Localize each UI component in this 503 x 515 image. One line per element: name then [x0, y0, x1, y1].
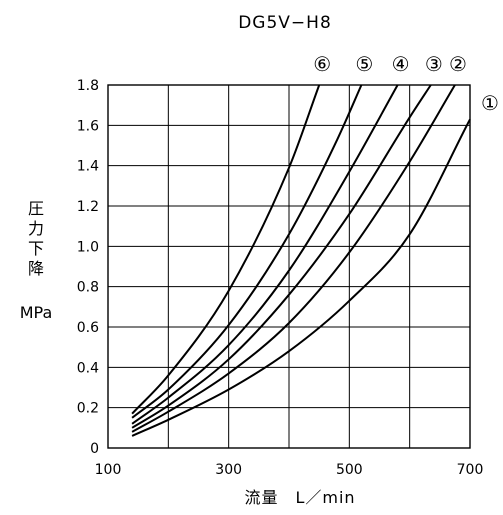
curve-label-6: ⑥ — [313, 52, 331, 76]
curve-label-3: ③ — [425, 52, 443, 76]
y-tick-label: 1.8 — [77, 78, 99, 94]
curve-label-5: ⑤ — [355, 52, 373, 76]
curve-3 — [131, 84, 432, 429]
y-axis-label-char: 下 — [28, 239, 44, 258]
x-tick-label: 100 — [95, 462, 122, 478]
x-tick-label: 500 — [336, 462, 363, 478]
x-tick-label: 300 — [215, 462, 242, 478]
y-axis-label-char: 力 — [28, 219, 44, 238]
curve-label-4: ④ — [392, 52, 410, 76]
y-axis-label-char: 圧 — [28, 199, 44, 218]
y-tick-label: 1.0 — [77, 239, 99, 255]
y-tick-label: 0 — [90, 441, 99, 457]
y-tick-label: 0.2 — [77, 401, 99, 417]
curve-5 — [131, 84, 363, 419]
curve-6 — [131, 84, 321, 415]
curve-2 — [131, 84, 456, 433]
curve-label-1: ① — [481, 91, 499, 115]
y-tick-label: 1.6 — [77, 118, 99, 134]
y-tick-label: 1.2 — [77, 199, 99, 215]
curve-1 — [131, 118, 471, 437]
y-axis-unit: MPa — [20, 303, 53, 322]
plot-frame — [107, 84, 471, 449]
chart-title: DG5V−H8 — [238, 13, 332, 33]
x-tick-label: 700 — [457, 462, 484, 478]
curve-4 — [131, 84, 399, 425]
chart-curves — [131, 84, 471, 437]
x-axis-label: 流量 L／min — [244, 488, 355, 507]
y-tick-label: 0.6 — [77, 320, 99, 336]
y-tick-label: 0.8 — [77, 280, 99, 296]
y-tick-label: 1.4 — [77, 159, 99, 175]
chart-grid — [107, 84, 471, 449]
y-tick-label: 0.4 — [77, 360, 99, 376]
curve-label-2: ② — [449, 52, 467, 76]
y-axis-label-char: 降 — [28, 259, 44, 278]
chart-ticks: 0 0.2 0.4 0.6 0.8 1.0 1.2 1.4 1.6 1.8 100 300 500 700 — [77, 78, 484, 478]
